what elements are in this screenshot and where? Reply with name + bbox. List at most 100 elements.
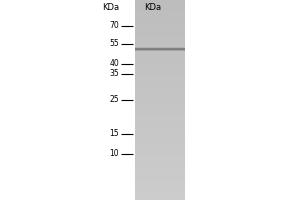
Text: 70: 70	[109, 21, 119, 30]
Bar	[135, 149, 185, 150]
Bar	[135, 168, 185, 169]
Bar	[135, 197, 185, 198]
Bar	[135, 140, 185, 141]
Bar	[135, 138, 185, 139]
Bar	[135, 12, 185, 13]
Bar	[135, 181, 185, 182]
Bar	[135, 192, 185, 193]
Bar	[135, 52, 185, 53]
Bar	[135, 150, 185, 151]
Bar	[135, 57, 185, 58]
Bar	[135, 87, 185, 88]
Bar	[135, 107, 185, 108]
Bar	[135, 53, 185, 54]
Bar	[135, 164, 185, 165]
Bar	[135, 134, 185, 135]
Bar	[135, 77, 185, 78]
Bar	[135, 167, 185, 168]
Bar	[135, 180, 185, 181]
Bar	[135, 14, 185, 15]
Bar	[135, 74, 185, 75]
Bar	[135, 145, 185, 146]
Bar	[135, 82, 185, 83]
Bar	[135, 88, 185, 89]
Bar	[135, 152, 185, 153]
Bar	[135, 16, 185, 17]
Bar	[135, 63, 185, 64]
Bar	[135, 139, 185, 140]
Bar	[135, 22, 185, 23]
Bar	[135, 44, 185, 45]
Bar	[135, 24, 185, 25]
Bar	[135, 59, 185, 60]
Bar	[135, 119, 185, 120]
Bar	[135, 1, 185, 2]
Bar	[135, 123, 185, 124]
Bar	[135, 50, 185, 51]
Bar	[135, 128, 185, 129]
Bar	[135, 193, 185, 194]
Bar	[135, 86, 185, 87]
Bar	[135, 32, 185, 33]
Bar	[135, 159, 185, 160]
Bar	[135, 195, 185, 196]
Bar	[135, 108, 185, 109]
Bar	[135, 6, 185, 7]
Bar	[135, 25, 185, 26]
Bar	[135, 92, 185, 93]
Bar	[135, 54, 185, 55]
Bar	[135, 3, 185, 4]
Bar	[135, 58, 185, 59]
Bar	[135, 45, 185, 46]
Bar	[135, 15, 185, 16]
Bar	[135, 179, 185, 180]
Bar	[135, 116, 185, 117]
Bar	[135, 71, 185, 72]
Bar	[135, 120, 185, 121]
Bar	[135, 62, 185, 63]
Bar	[135, 98, 185, 99]
Bar	[135, 161, 185, 162]
Bar	[135, 76, 185, 77]
Bar	[135, 144, 185, 145]
Bar	[135, 142, 185, 143]
Bar	[135, 198, 185, 199]
Bar	[135, 31, 185, 32]
Bar	[135, 38, 185, 39]
Bar	[135, 75, 185, 76]
Bar	[135, 96, 185, 97]
Bar	[135, 64, 185, 65]
Bar	[135, 165, 185, 166]
Bar	[135, 93, 185, 94]
Bar	[135, 189, 185, 190]
Text: 35: 35	[109, 70, 119, 78]
Bar	[135, 40, 185, 41]
Bar	[135, 9, 185, 10]
Bar	[135, 177, 185, 178]
Bar	[135, 126, 185, 127]
Bar	[135, 55, 185, 56]
Bar	[135, 160, 185, 161]
Bar	[135, 69, 185, 70]
Bar	[135, 112, 185, 113]
Bar	[135, 124, 185, 125]
Bar	[135, 8, 185, 9]
Bar	[135, 113, 185, 114]
Bar	[135, 61, 185, 62]
Bar	[135, 166, 185, 167]
Bar	[135, 136, 185, 137]
Bar	[135, 196, 185, 197]
Bar	[135, 151, 185, 152]
Bar	[135, 48, 185, 49]
Bar	[135, 95, 185, 96]
Bar	[135, 11, 185, 12]
Bar	[135, 79, 185, 80]
Bar	[135, 163, 185, 164]
Text: KDa: KDa	[144, 3, 161, 12]
Bar	[135, 39, 185, 40]
Bar	[135, 94, 185, 95]
Bar	[135, 182, 185, 183]
Bar	[135, 26, 185, 27]
Bar	[135, 102, 185, 103]
Bar	[135, 91, 185, 92]
